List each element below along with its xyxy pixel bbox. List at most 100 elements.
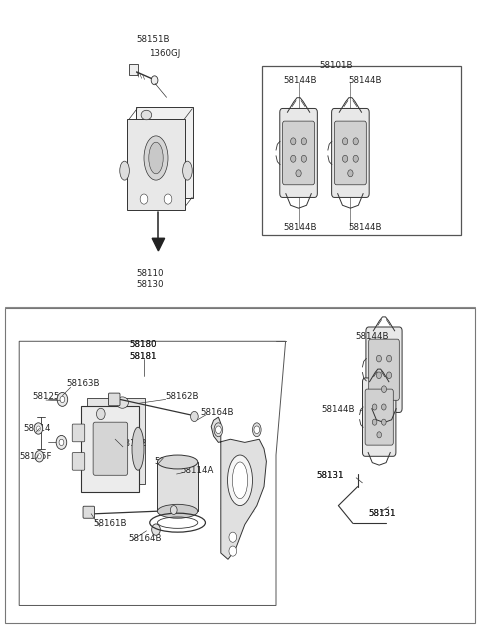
Circle shape: [342, 138, 348, 145]
Ellipse shape: [120, 161, 130, 180]
Text: 58101B: 58101B: [319, 61, 353, 70]
FancyBboxPatch shape: [72, 453, 85, 470]
Text: 58144B: 58144B: [322, 405, 355, 414]
FancyBboxPatch shape: [365, 389, 393, 445]
Ellipse shape: [228, 455, 252, 506]
Text: 58144B: 58144B: [283, 223, 317, 232]
Circle shape: [382, 386, 386, 392]
Bar: [5, 308, 475, 623]
Circle shape: [301, 155, 307, 162]
FancyBboxPatch shape: [81, 406, 140, 492]
FancyBboxPatch shape: [83, 506, 95, 518]
Bar: [157, 462, 198, 511]
Ellipse shape: [149, 142, 163, 174]
Text: 58164B: 58164B: [201, 408, 234, 416]
Circle shape: [191, 411, 198, 422]
Circle shape: [290, 155, 296, 162]
Circle shape: [290, 138, 296, 145]
Circle shape: [254, 426, 260, 434]
Circle shape: [382, 404, 386, 410]
Circle shape: [342, 155, 348, 162]
Text: 58144B: 58144B: [355, 332, 389, 341]
Text: 58144B: 58144B: [348, 223, 382, 232]
Circle shape: [151, 76, 158, 85]
Circle shape: [37, 454, 41, 459]
Ellipse shape: [132, 427, 144, 470]
Ellipse shape: [182, 161, 192, 180]
Circle shape: [59, 439, 64, 446]
Ellipse shape: [214, 423, 223, 437]
FancyBboxPatch shape: [335, 121, 366, 185]
Circle shape: [353, 138, 359, 145]
Text: 58130: 58130: [137, 280, 164, 289]
Circle shape: [301, 138, 307, 145]
FancyBboxPatch shape: [369, 339, 399, 400]
Circle shape: [96, 408, 105, 420]
FancyBboxPatch shape: [362, 378, 396, 456]
Text: 58163B: 58163B: [66, 379, 100, 388]
Circle shape: [170, 506, 177, 514]
Text: 58112: 58112: [119, 439, 146, 448]
Text: 58161B: 58161B: [94, 519, 127, 528]
Polygon shape: [211, 417, 266, 559]
Text: 58162B: 58162B: [166, 392, 199, 401]
Circle shape: [35, 451, 44, 462]
Circle shape: [229, 532, 237, 542]
FancyBboxPatch shape: [93, 422, 128, 475]
Text: 58110: 58110: [137, 269, 164, 277]
Text: 58144B: 58144B: [283, 76, 317, 85]
Circle shape: [36, 426, 40, 431]
Text: 58164B: 58164B: [129, 534, 162, 543]
Circle shape: [377, 432, 382, 438]
Circle shape: [382, 419, 386, 425]
FancyBboxPatch shape: [332, 109, 369, 197]
Ellipse shape: [232, 462, 248, 499]
Text: 58151B: 58151B: [137, 35, 170, 44]
Text: 58180: 58180: [130, 340, 157, 349]
FancyBboxPatch shape: [366, 327, 402, 413]
Text: 58131: 58131: [369, 509, 396, 518]
Circle shape: [372, 404, 377, 410]
Circle shape: [348, 170, 353, 177]
Circle shape: [164, 194, 172, 204]
Circle shape: [376, 372, 382, 379]
Circle shape: [60, 396, 65, 403]
Text: 58181: 58181: [130, 352, 157, 361]
Bar: [262, 66, 461, 235]
Text: 58131: 58131: [369, 509, 396, 518]
Text: 58180: 58180: [130, 340, 157, 349]
Text: 58114A: 58114A: [180, 466, 214, 475]
Ellipse shape: [144, 136, 168, 180]
Circle shape: [152, 524, 160, 535]
Circle shape: [372, 419, 377, 425]
Polygon shape: [19, 341, 286, 605]
Text: 58144B: 58144B: [348, 76, 382, 85]
Circle shape: [353, 155, 359, 162]
FancyBboxPatch shape: [87, 398, 145, 484]
Circle shape: [296, 170, 301, 177]
Ellipse shape: [252, 423, 261, 437]
Ellipse shape: [157, 455, 198, 469]
FancyBboxPatch shape: [280, 109, 317, 197]
Circle shape: [140, 194, 148, 204]
Ellipse shape: [117, 397, 129, 408]
Circle shape: [229, 546, 237, 556]
Text: 58314: 58314: [23, 424, 50, 433]
Ellipse shape: [141, 110, 152, 120]
FancyBboxPatch shape: [72, 424, 85, 442]
Circle shape: [386, 355, 392, 362]
Circle shape: [386, 372, 392, 379]
FancyBboxPatch shape: [283, 121, 314, 185]
FancyBboxPatch shape: [136, 107, 193, 198]
Text: 58131: 58131: [317, 471, 344, 480]
Circle shape: [57, 392, 68, 406]
Circle shape: [216, 426, 221, 434]
Circle shape: [34, 423, 43, 434]
Text: 58113: 58113: [155, 457, 182, 466]
Circle shape: [56, 435, 67, 449]
Text: 58181: 58181: [130, 352, 157, 361]
Text: 1360GJ: 1360GJ: [149, 49, 180, 58]
FancyBboxPatch shape: [108, 393, 120, 406]
Text: 58131: 58131: [317, 471, 344, 480]
Text: 58125: 58125: [33, 392, 60, 401]
